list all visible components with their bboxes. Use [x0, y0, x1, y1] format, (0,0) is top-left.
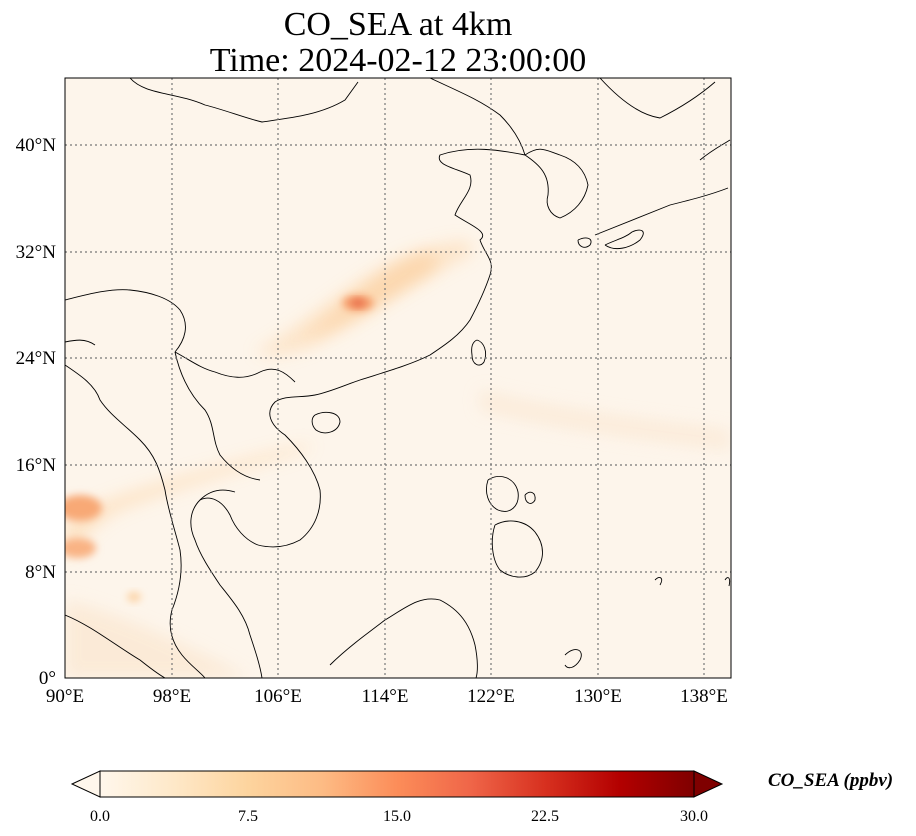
lon-tick-label: 122°E: [467, 686, 515, 707]
map-title-line1: CO_SEA at 4km: [283, 6, 513, 43]
lat-tick-label: 8°N: [25, 562, 56, 583]
lat-tick-label: 0°: [39, 668, 56, 689]
lon-tick-label: 114°E: [362, 686, 409, 707]
colorbar-tick-label: 0.0: [90, 808, 110, 825]
colorbar-title: CO_SEA (ppbv): [768, 770, 894, 791]
colorbar-tick-label: 15.0: [383, 808, 411, 825]
lon-tick-label: 130°E: [574, 686, 622, 707]
map-field-background: [65, 78, 731, 678]
colorbar-tick-label: 7.5: [238, 808, 258, 825]
lat-tick-label: 40°N: [16, 135, 57, 156]
map-title-line2: Time: 2024-02-12 23:00:00: [209, 42, 587, 79]
colorbar-extend-high: [693, 770, 724, 798]
lon-tick-label: 90°E: [46, 686, 84, 707]
colorbar-tick-label: 22.5: [531, 808, 559, 825]
lon-tick-label: 106°E: [254, 686, 302, 707]
colorbar-extend-low: [70, 770, 101, 798]
lon-tick-label: 138°E: [680, 686, 728, 707]
lon-tick-label: 98°E: [153, 686, 191, 707]
lon-tick-labels: 90°E 98°E 106°E 114°E 122°E 130°E 138°E: [46, 686, 728, 707]
coastlines: [65, 78, 731, 678]
colorbar: 0.0 7.5 15.0 22.5 30.0: [70, 770, 724, 825]
colorbar-tick-label: 30.0: [680, 808, 708, 825]
concentration-field: [65, 241, 730, 678]
colorbar-gradient: [99, 770, 695, 798]
lat-tick-label: 24°N: [16, 348, 57, 369]
lat-tick-labels: 0° 8°N 16°N 24°N 32°N 40°N: [16, 135, 57, 689]
map-frame: [64, 77, 732, 679]
gridlines: [65, 78, 731, 678]
lat-tick-label: 16°N: [16, 455, 57, 476]
lat-tick-label: 32°N: [16, 242, 57, 263]
